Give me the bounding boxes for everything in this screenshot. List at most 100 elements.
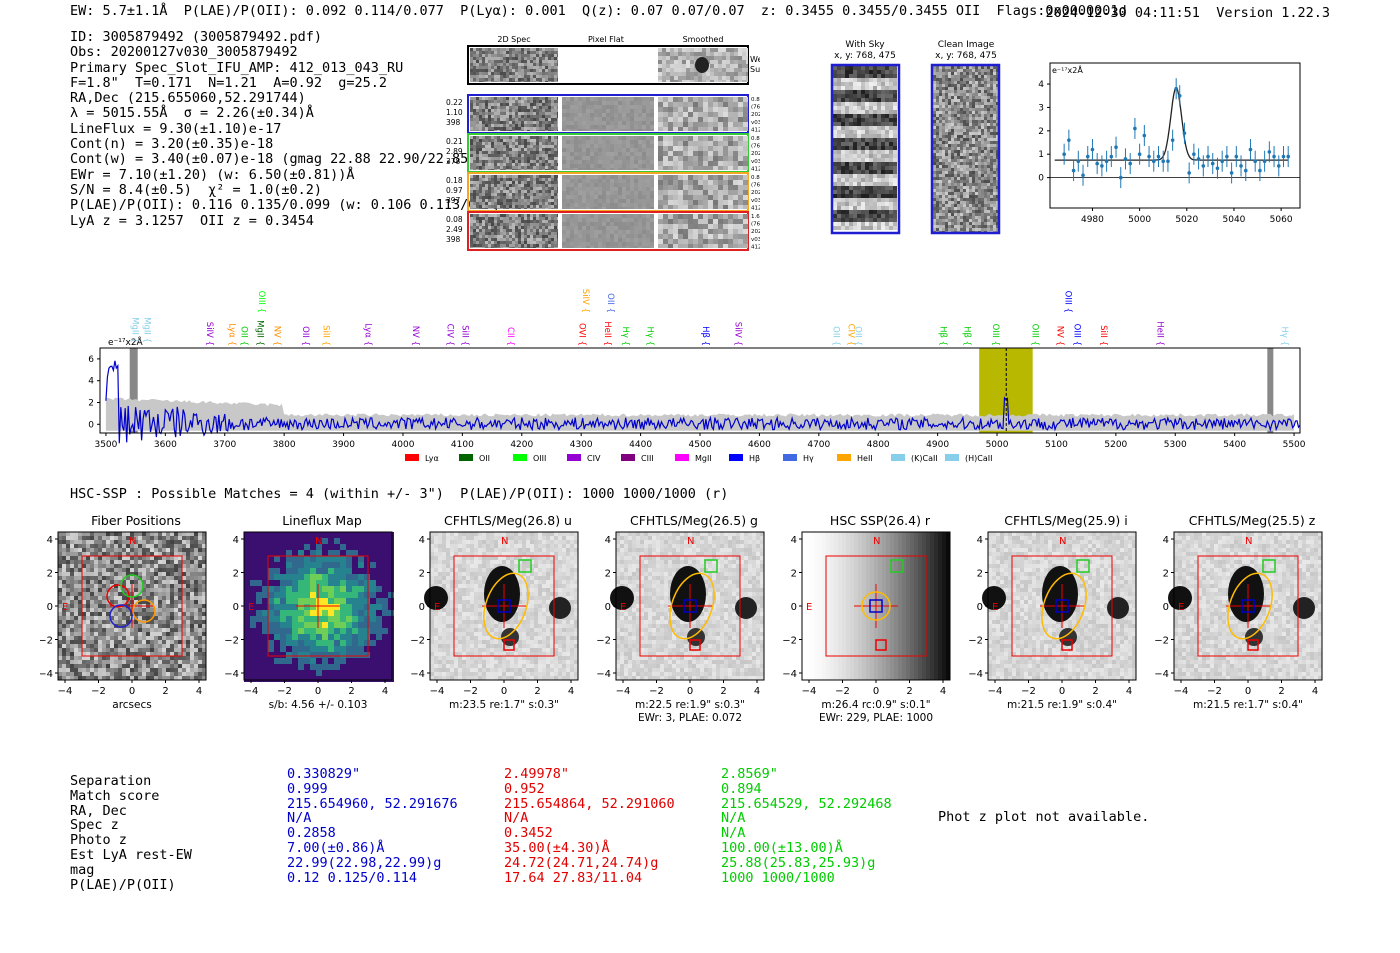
sky-pixel bbox=[869, 222, 873, 226]
noise-pixel bbox=[473, 109, 476, 112]
noise-pixel bbox=[743, 141, 748, 146]
sky-pixel bbox=[873, 86, 877, 90]
noise-pixel bbox=[975, 81, 978, 84]
noise-pixel bbox=[578, 218, 582, 222]
noise-pixel bbox=[703, 127, 708, 131]
sky-pixel bbox=[833, 198, 837, 202]
noise-pixel bbox=[954, 186, 957, 189]
sky-pixel bbox=[849, 186, 853, 190]
noise-pixel bbox=[728, 166, 733, 170]
noise-pixel bbox=[473, 247, 476, 248]
noise-pixel bbox=[602, 164, 606, 168]
noise-pixel bbox=[524, 229, 527, 232]
noise-pixel bbox=[536, 60, 539, 63]
with-sky-title: With Sky bbox=[845, 40, 885, 50]
noise-pixel bbox=[485, 175, 488, 178]
noise-pixel bbox=[948, 132, 951, 135]
sky-pixel bbox=[889, 66, 893, 70]
noise-pixel bbox=[678, 146, 683, 151]
noise-pixel bbox=[718, 166, 723, 170]
noise-pixel bbox=[634, 222, 638, 226]
noise-pixel bbox=[527, 199, 530, 202]
sky-pixel bbox=[881, 210, 885, 214]
noise-pixel bbox=[594, 121, 598, 125]
sky-pixel bbox=[865, 198, 869, 202]
noise-pixel bbox=[494, 106, 497, 109]
noise-pixel bbox=[630, 214, 634, 218]
noise-pixel bbox=[578, 113, 582, 117]
sky-pixel bbox=[853, 146, 857, 150]
noise-pixel bbox=[972, 105, 975, 108]
noise-pixel bbox=[473, 238, 476, 241]
sky-pixel bbox=[833, 70, 837, 74]
noise-pixel bbox=[548, 97, 551, 100]
noise-pixel bbox=[503, 148, 506, 151]
cutout-row-meta: 20200127 bbox=[751, 151, 760, 157]
noise-pixel bbox=[521, 229, 524, 232]
noise-pixel bbox=[951, 75, 954, 78]
noise-pixel bbox=[622, 168, 626, 170]
noise-pixel bbox=[488, 145, 491, 148]
noise-pixel bbox=[578, 140, 582, 144]
noise-pixel bbox=[554, 75, 557, 78]
sky-pixel bbox=[893, 210, 897, 214]
noise-pixel bbox=[521, 235, 524, 238]
noise-pixel bbox=[610, 152, 614, 156]
cutout-column-title: 2D Spec bbox=[497, 35, 530, 44]
noise-pixel bbox=[570, 97, 574, 101]
noise-pixel bbox=[586, 109, 590, 113]
noise-pixel bbox=[993, 186, 996, 189]
noise-pixel bbox=[476, 241, 479, 244]
noise-pixel bbox=[586, 168, 590, 170]
noise-pixel bbox=[548, 75, 551, 78]
noise-pixel bbox=[518, 220, 521, 223]
noise-pixel bbox=[518, 223, 521, 226]
noise-pixel bbox=[530, 214, 533, 217]
sky-pixel bbox=[833, 74, 837, 78]
noise-pixel bbox=[536, 217, 539, 220]
sky-pixel bbox=[849, 102, 853, 106]
noise-pixel bbox=[539, 229, 542, 232]
noise-pixel bbox=[530, 72, 533, 75]
noise-pixel bbox=[728, 127, 733, 131]
noise-pixel bbox=[966, 126, 969, 129]
noise-pixel bbox=[743, 180, 748, 185]
noise-pixel bbox=[990, 174, 993, 177]
noise-pixel bbox=[642, 136, 646, 140]
sky-pixel bbox=[837, 142, 841, 146]
noise-pixel bbox=[494, 226, 497, 229]
noise-pixel bbox=[491, 241, 494, 244]
noise-pixel bbox=[683, 244, 688, 248]
sky-pixel bbox=[889, 198, 893, 202]
noise-pixel bbox=[527, 57, 530, 60]
sky-pixel bbox=[869, 186, 873, 190]
noise-pixel bbox=[494, 66, 497, 69]
noise-pixel bbox=[939, 177, 942, 180]
noise-pixel bbox=[984, 126, 987, 129]
noise-pixel bbox=[530, 97, 533, 100]
noise-pixel bbox=[673, 229, 678, 234]
noise-pixel bbox=[622, 191, 626, 195]
noise-pixel bbox=[626, 199, 630, 203]
noise-pixel bbox=[678, 244, 683, 248]
sky-pixel bbox=[881, 194, 885, 198]
noise-pixel bbox=[509, 190, 512, 193]
noise-pixel bbox=[570, 113, 574, 117]
noise-pixel bbox=[733, 224, 738, 229]
noise-pixel bbox=[610, 207, 614, 209]
noise-pixel bbox=[957, 102, 960, 105]
noise-pixel bbox=[610, 226, 614, 230]
sky-pixel bbox=[841, 150, 845, 154]
noise-pixel bbox=[521, 78, 524, 81]
sky-pixel bbox=[849, 98, 853, 102]
noise-pixel bbox=[530, 160, 533, 163]
noise-pixel bbox=[933, 105, 936, 108]
noise-pixel bbox=[688, 151, 693, 156]
noise-pixel bbox=[933, 192, 936, 195]
noise-pixel bbox=[638, 175, 642, 179]
noise-pixel bbox=[521, 226, 524, 229]
sky-pixel bbox=[873, 226, 877, 230]
noise-pixel bbox=[718, 200, 723, 205]
noise-pixel bbox=[630, 207, 634, 209]
noise-pixel bbox=[996, 120, 998, 123]
